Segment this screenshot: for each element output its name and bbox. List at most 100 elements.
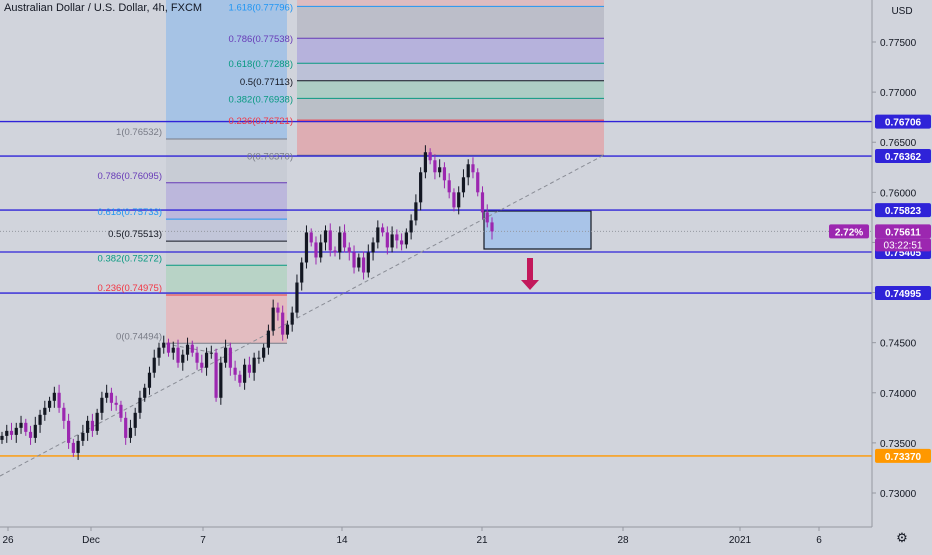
- price-tick-label: 0.73500: [880, 439, 917, 450]
- fib-right-level-label: 0.618(0.77288): [229, 59, 293, 70]
- candle-body: [276, 307, 280, 313]
- candle-body: [152, 357, 156, 373]
- fib-left-zone: [166, 219, 287, 242]
- price-change-badge: [829, 224, 869, 239]
- candle-body: [476, 172, 480, 193]
- settings-gear-icon[interactable]: ⚙: [896, 530, 908, 545]
- trend-line[interactable]: [0, 154, 605, 477]
- candle-body: [33, 424, 37, 438]
- candle-body: [52, 392, 56, 401]
- candle-body: [390, 234, 394, 248]
- candle-body: [43, 407, 47, 415]
- candle-body: [67, 420, 71, 443]
- candle-body: [366, 252, 370, 273]
- candle-body: [347, 247, 351, 253]
- time-tick-label: 14: [336, 535, 348, 546]
- candle-body: [57, 392, 61, 408]
- candle-body: [461, 177, 466, 193]
- candle-body: [181, 354, 185, 363]
- level-price-label: 0.75405: [885, 248, 922, 259]
- candle-body: [447, 180, 451, 193]
- candle-body: [162, 342, 166, 348]
- candle-body: [47, 400, 52, 408]
- candle-body: [214, 352, 218, 398]
- price-tick-label: 0.73000: [880, 489, 917, 500]
- candle-body: [62, 407, 66, 421]
- candle-body: [271, 307, 275, 331]
- candle-body: [433, 160, 437, 173]
- level-price-tag: [875, 203, 931, 218]
- candle-body: [243, 364, 247, 383]
- candle-body: [166, 342, 171, 353]
- candle-body: [262, 347, 266, 358]
- candle-body: [133, 412, 137, 428]
- candle-body: [285, 324, 290, 335]
- candle-body: [114, 402, 118, 405]
- candle-body: [485, 212, 489, 223]
- fib-left-extension-zone: [166, 0, 287, 140]
- price-tick-label: 0.76000: [880, 188, 917, 199]
- candle-body: [90, 420, 94, 431]
- level-price-label: 0.76362: [885, 152, 922, 163]
- candle-body: [400, 240, 404, 245]
- candle-body: [190, 344, 194, 353]
- candle-body: [200, 362, 204, 368]
- fib-left-level-label: 0.236(0.74975): [98, 283, 162, 294]
- price-tick-label: 0.74500: [880, 339, 917, 350]
- price-axis-currency: USD: [891, 6, 912, 17]
- candle-body: [423, 152, 427, 173]
- candle-body: [323, 230, 328, 243]
- time-tick-label: 26: [2, 535, 14, 546]
- price-tick-label: 0.77000: [880, 88, 917, 99]
- candle-body: [319, 242, 323, 258]
- candle-body: [409, 220, 413, 233]
- candle-body: [14, 427, 18, 435]
- candle-body: [352, 252, 356, 268]
- candle-body: [281, 312, 285, 335]
- candle-body: [414, 202, 418, 221]
- candle-body: [333, 250, 337, 253]
- fib-right-top-zone: [297, 0, 604, 7]
- candle-body: [257, 357, 261, 359]
- candle-body: [204, 352, 209, 368]
- candle-body: [361, 257, 366, 273]
- candle-body: [185, 344, 190, 355]
- candle-body: [238, 374, 242, 383]
- price-axis-panel[interactable]: [872, 0, 932, 550]
- countdown-tag: [875, 238, 931, 252]
- fib-left-zone: [166, 139, 287, 183]
- candle-body: [371, 242, 375, 253]
- candle-body: [428, 152, 432, 161]
- fib-left-anchor-line: [165, 343, 233, 353]
- fib-right-level-label: 0.236(0.76721): [229, 116, 293, 127]
- candle-body: [338, 232, 342, 253]
- down-arrow-icon: [521, 258, 539, 290]
- time-tick-label: 7: [200, 535, 206, 546]
- candle-body: [128, 427, 133, 438]
- level-price-tag: [875, 448, 931, 463]
- fib-right-zone: [297, 120, 604, 156]
- time-axis-panel[interactable]: [0, 527, 872, 550]
- candle-body: [0, 435, 4, 440]
- level-price-label: 0.73370: [885, 452, 922, 463]
- candle-body: [5, 430, 9, 436]
- candle-body: [457, 192, 461, 208]
- candle-body: [157, 347, 161, 358]
- fib-right-zone: [297, 6, 604, 39]
- candle-body: [314, 242, 318, 258]
- fib-left-level-label: 0.786(0.76095): [98, 171, 162, 182]
- time-tick-label: Dec: [82, 535, 100, 546]
- candle-body: [24, 422, 28, 432]
- fib-right-level-label: 0.786(0.77538): [229, 34, 293, 45]
- candle-body: [304, 232, 309, 263]
- candle-body: [252, 357, 256, 373]
- candle-body: [233, 367, 237, 375]
- candle-body: [209, 352, 213, 354]
- candle-body: [442, 167, 447, 181]
- candle-body: [342, 232, 347, 248]
- fib-left-level-label: 0(0.74494): [116, 331, 162, 342]
- fib-right-level-label: 0.382(0.76938): [229, 94, 293, 105]
- target-zone-rectangle[interactable]: [483, 210, 592, 250]
